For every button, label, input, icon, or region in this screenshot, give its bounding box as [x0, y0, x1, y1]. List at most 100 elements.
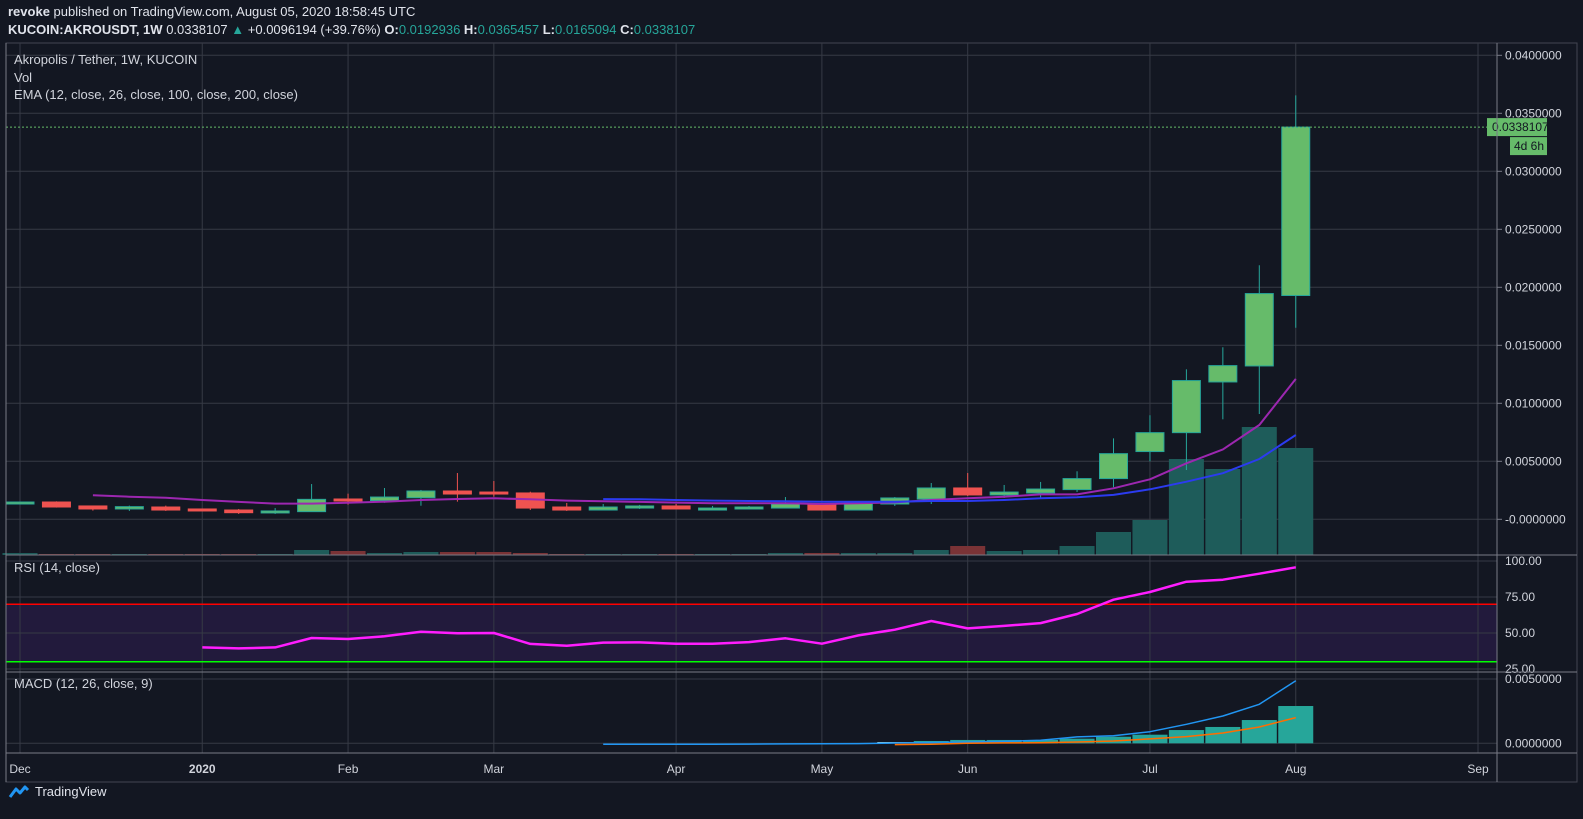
- rsi-legend[interactable]: RSI (14, close): [14, 560, 100, 575]
- volume-bar: [330, 551, 366, 555]
- candle-down[interactable]: [661, 505, 691, 510]
- candle-up[interactable]: [770, 503, 800, 509]
- candle-up[interactable]: [1208, 365, 1238, 383]
- candle-up[interactable]: [1062, 478, 1092, 491]
- candle-up[interactable]: [916, 487, 946, 500]
- price-axis-label: 0.0250000: [1505, 222, 1562, 236]
- price-axis-label: 0.0300000: [1505, 164, 1562, 178]
- volume-bar: [950, 546, 986, 555]
- main-series-legend[interactable]: Akropolis / Tether, 1W, KUCOIN: [14, 52, 198, 67]
- symbol-info: KUCOIN:AKROUSDT, 1W 0.0338107 ▲ +0.00961…: [8, 22, 695, 37]
- candle-up[interactable]: [734, 506, 764, 510]
- time-axis-label: May: [811, 762, 834, 776]
- publish-info: revoke published on TradingView.com, Aug…: [8, 4, 415, 19]
- high-label: H:: [463, 22, 478, 37]
- time-axis-label: Feb: [338, 762, 359, 776]
- candle-down[interactable]: [333, 498, 363, 502]
- chart-frame: [5, 42, 1578, 783]
- volume-bar: [840, 553, 876, 555]
- time-axis-label: Jul: [1142, 762, 1157, 776]
- volume-bar: [1241, 427, 1277, 555]
- macd-line: [603, 680, 1297, 746]
- ema-legend[interactable]: EMA (12, close, 26, close, 100, close, 2…: [14, 87, 298, 102]
- candle-down[interactable]: [479, 491, 509, 495]
- candle-down[interactable]: [552, 506, 582, 511]
- candle-up[interactable]: [1171, 380, 1201, 434]
- candle-down[interactable]: [78, 505, 108, 510]
- volume-bar: [913, 550, 949, 555]
- time-axis-label: Mar: [484, 762, 505, 776]
- price-axis-label: -0.0000000: [1505, 512, 1566, 526]
- candle-down[interactable]: [224, 509, 254, 514]
- macd-histogram-bar: [1278, 706, 1314, 744]
- candle-up[interactable]: [698, 507, 728, 511]
- volume-bar: [439, 552, 475, 555]
- candle-down[interactable]: [151, 506, 181, 511]
- author-link[interactable]: revoke: [8, 4, 50, 19]
- candle-up[interactable]: [370, 496, 399, 502]
- high-value: 0.0365457: [477, 22, 540, 37]
- candle-down[interactable]: [41, 501, 71, 508]
- ema-26-line: [603, 434, 1297, 503]
- candle-up[interactable]: [406, 490, 436, 499]
- low-label: L:: [542, 22, 555, 37]
- macd-legend[interactable]: MACD (12, 26, close, 9): [14, 676, 153, 691]
- symbol-label: KUCOIN:AKROUSDT, 1W: [8, 22, 163, 37]
- volume-bar: [1168, 459, 1204, 555]
- volume-bar: [1278, 448, 1314, 555]
- close-label: C:: [620, 22, 634, 37]
- up-arrow-icon: ▲: [231, 22, 245, 37]
- candle-up[interactable]: [625, 505, 655, 509]
- macd-axis-label: 0.0050000: [1505, 672, 1562, 686]
- candle-down[interactable]: [953, 487, 983, 496]
- candle-up[interactable]: [1026, 488, 1056, 494]
- time-axis-label: Sep: [1467, 762, 1489, 776]
- time-axis-label: Dec: [9, 762, 30, 776]
- macd-histogram-bar: [1241, 720, 1277, 744]
- volume-bar: [767, 553, 803, 555]
- close-value: 0.0338107: [633, 22, 696, 37]
- time-axis-label: 2020: [189, 762, 216, 776]
- volume-bar: [2, 553, 38, 555]
- tradingview-logo[interactable]: TradingView: [8, 784, 107, 799]
- publish-text: published on TradingView.com, August 05,…: [53, 4, 416, 19]
- price-axis-label: 0.0350000: [1505, 106, 1562, 120]
- volume-bar: [476, 552, 512, 555]
- volume-bar: [804, 553, 840, 555]
- countdown-badge: [1510, 137, 1547, 156]
- rsi-axis-label: 75.00: [1505, 590, 1535, 604]
- macd-histogram-bar: [1096, 736, 1131, 744]
- volume-legend[interactable]: Vol: [14, 70, 33, 85]
- candle-up[interactable]: [1099, 453, 1128, 480]
- candle-up[interactable]: [297, 498, 327, 513]
- candle-up[interactable]: [1244, 293, 1274, 367]
- low-value: 0.0165094: [555, 22, 617, 37]
- candle-up[interactable]: [114, 506, 144, 510]
- volume-bar: [1096, 532, 1131, 555]
- volume-bar: [512, 553, 548, 555]
- price-axis-label: 0.0200000: [1505, 280, 1562, 294]
- brand-name: TradingView: [35, 784, 107, 799]
- candle-up[interactable]: [588, 506, 618, 511]
- candle-up[interactable]: [1281, 126, 1311, 296]
- open-label: O:: [384, 22, 399, 37]
- volume-bar: [403, 552, 439, 555]
- price-axis-label: 0.0100000: [1505, 396, 1562, 410]
- candle-up[interactable]: [1135, 432, 1165, 453]
- volume-bar: [1059, 546, 1095, 555]
- candle-up[interactable]: [5, 501, 35, 505]
- candle-down[interactable]: [187, 508, 217, 512]
- candle-up[interactable]: [989, 491, 1019, 496]
- candle-up[interactable]: [260, 510, 290, 514]
- rsi-line: [202, 566, 1297, 650]
- open-value: 0.0192936: [398, 22, 461, 37]
- bar-countdown-label: 4d 6h: [1514, 139, 1544, 153]
- tradingview-cloud-icon: [8, 785, 30, 798]
- macd-histogram-bar: [1059, 738, 1095, 744]
- last-price: 0.0338107: [166, 22, 228, 37]
- macd-axis-label: 0.0000000: [1505, 736, 1562, 750]
- candle-down[interactable]: [442, 490, 472, 495]
- volume-bar: [1023, 550, 1059, 555]
- volume-bar: [877, 553, 913, 555]
